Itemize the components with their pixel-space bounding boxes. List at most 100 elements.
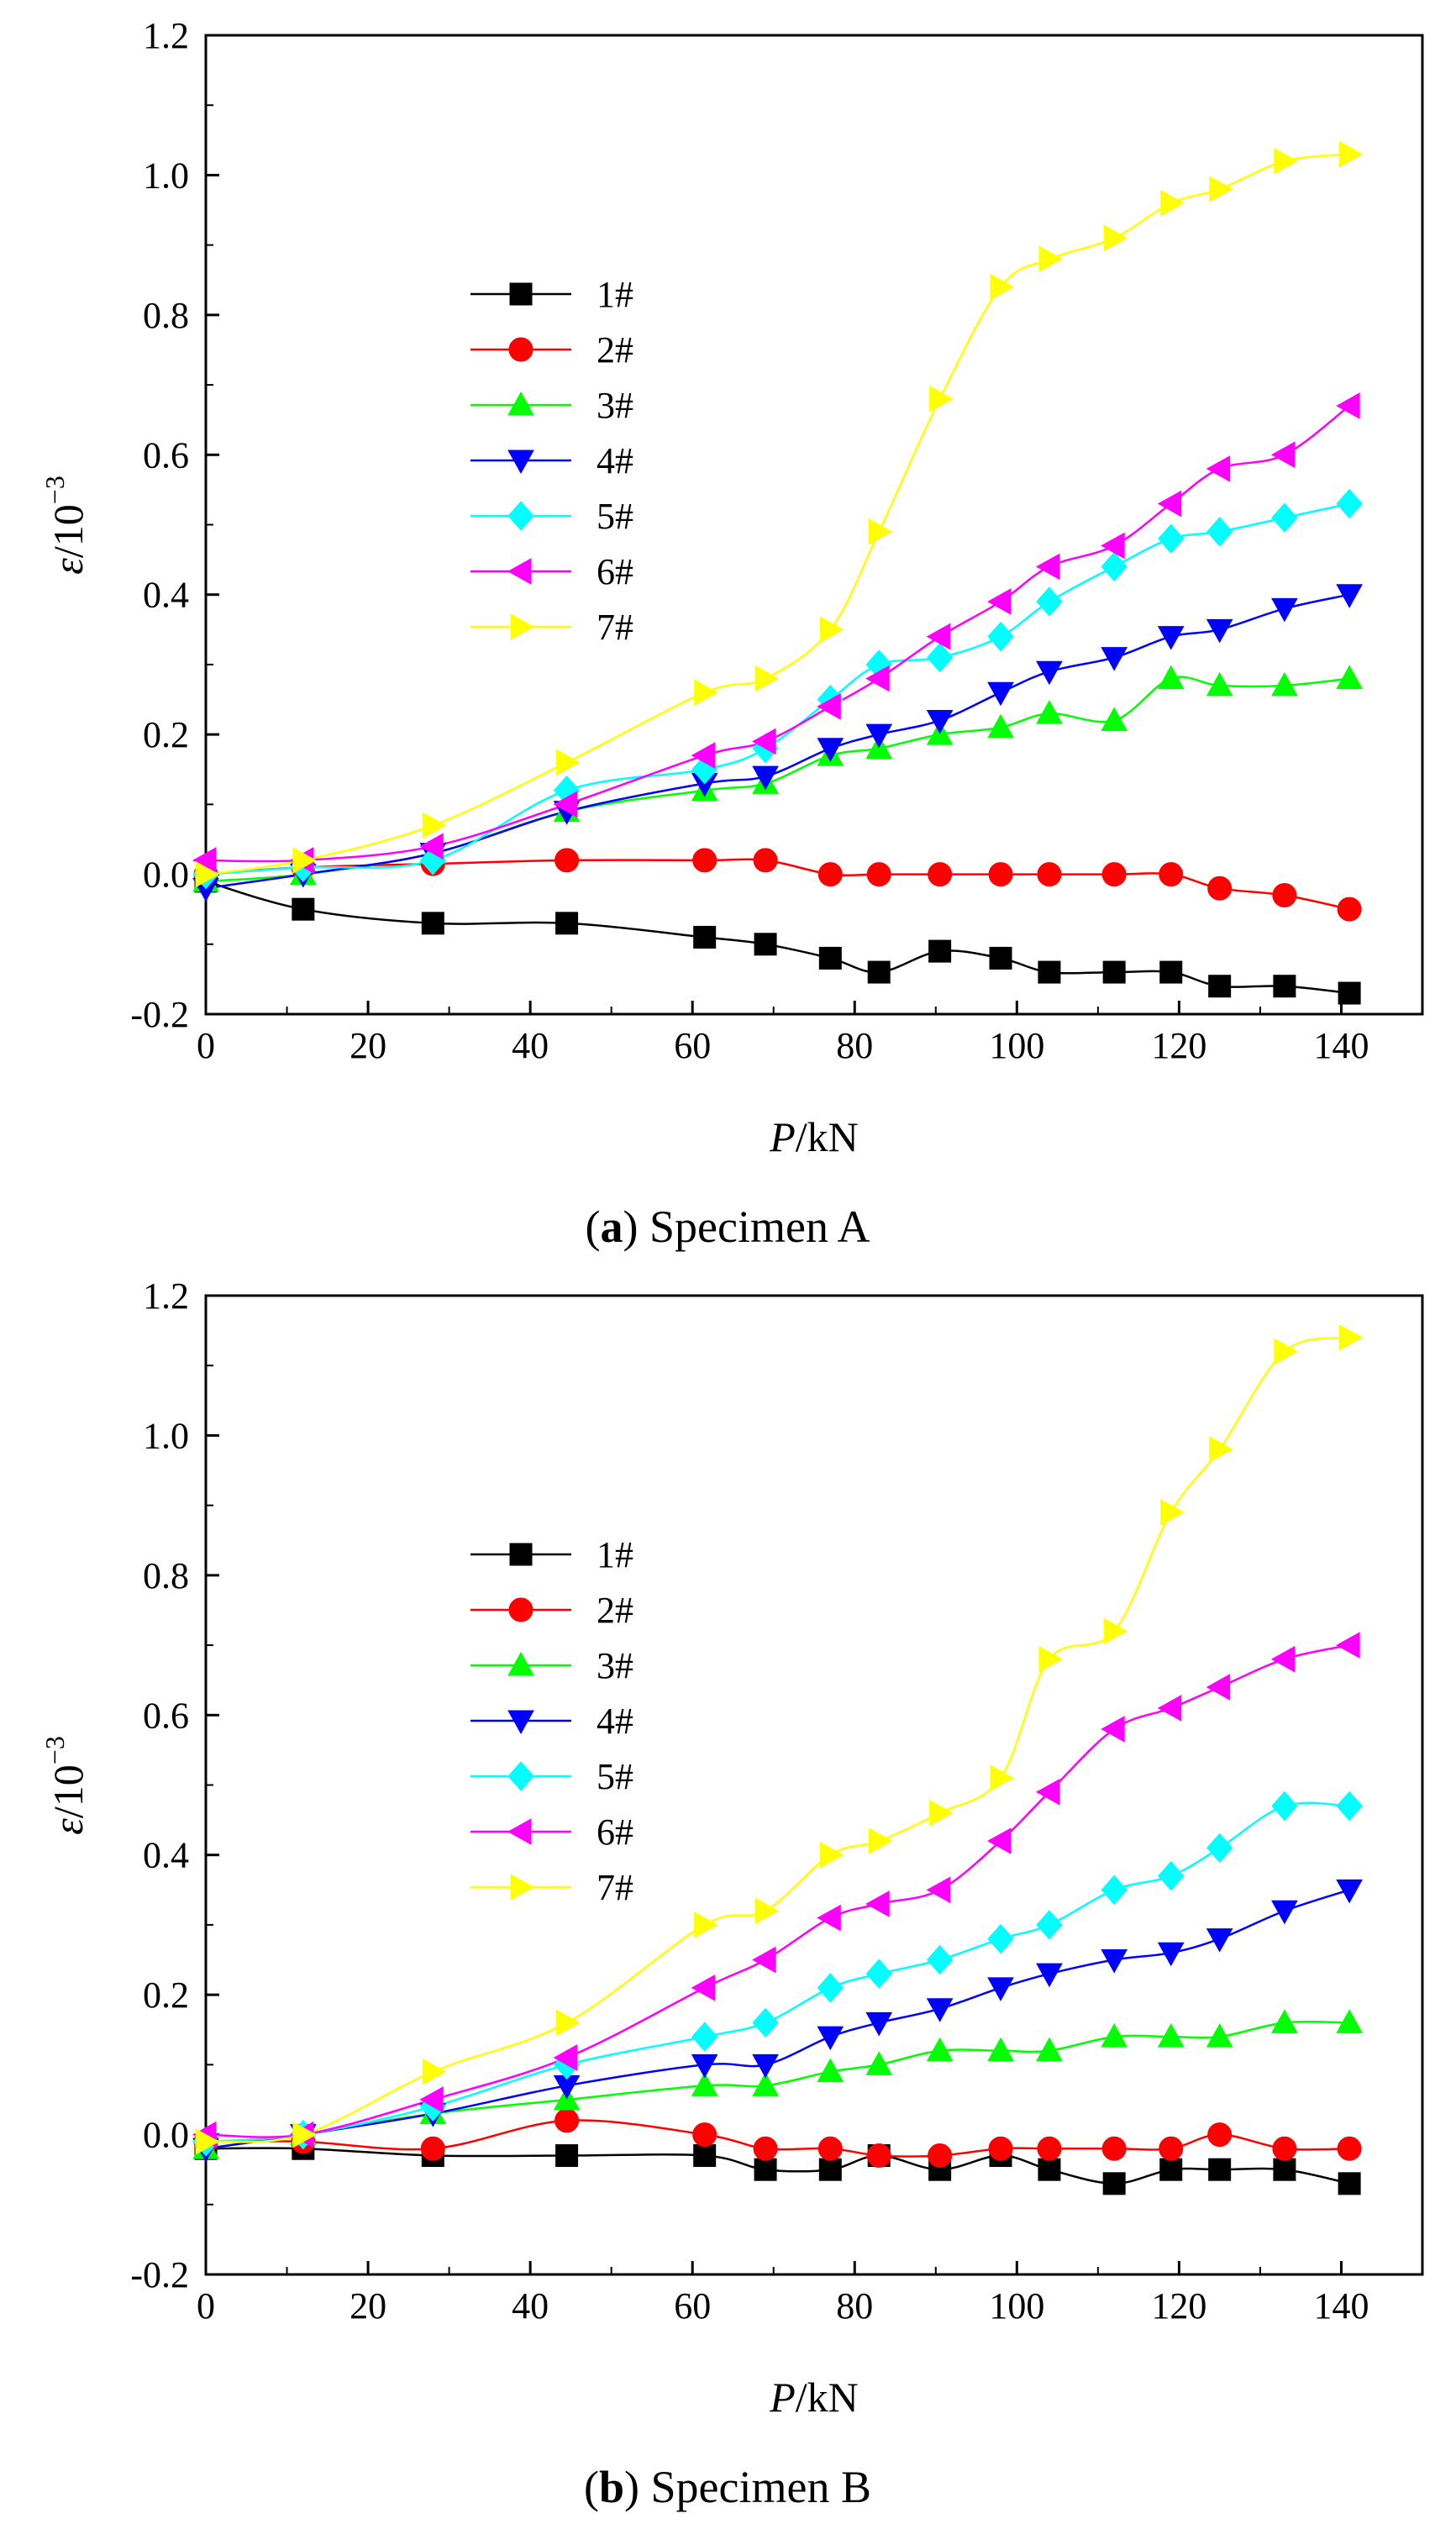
data-point	[1336, 1632, 1360, 1659]
data-point	[926, 1944, 954, 1975]
data-point	[817, 862, 843, 887]
data-point	[1101, 1716, 1125, 1743]
data-point	[692, 2122, 717, 2148]
series-markers-1	[194, 2137, 1361, 2195]
data-point	[1038, 1645, 1063, 1673]
x-tick-label: 60	[674, 1025, 711, 1066]
data-point	[1206, 618, 1233, 644]
y-tick-label: 0.2	[143, 1974, 189, 2016]
data-point	[1103, 1617, 1128, 1645]
data-point	[1103, 224, 1128, 252]
data-point	[987, 713, 1014, 739]
legend-entry-4: 4#	[470, 1701, 633, 1742]
series-lines	[205, 1336, 1350, 2185]
x-axis-title: P/kN	[769, 1113, 859, 1160]
legend-entry-6: 6#	[470, 1811, 633, 1853]
data-point	[1159, 2136, 1184, 2161]
data-point	[1271, 502, 1298, 533]
data-point	[752, 1946, 776, 1974]
plot-frame	[204, 1294, 1424, 2276]
data-point	[694, 679, 718, 707]
series-markers-5	[192, 1790, 1363, 2157]
data-point	[691, 2022, 718, 2052]
y-axis-unit: /10	[45, 504, 92, 558]
legend-marker	[508, 337, 534, 362]
legend-marker-shape	[508, 1597, 534, 1622]
data-point	[1208, 2158, 1232, 2181]
legend-marker-shape	[508, 337, 534, 362]
data-point	[988, 2136, 1013, 2161]
data-point	[1038, 245, 1063, 273]
legend-label: 4#	[597, 440, 633, 481]
legend-label: 3#	[597, 385, 633, 426]
x-axis-title: P/kN	[769, 2374, 859, 2421]
y-axis-title: ε/10−3	[39, 1736, 92, 1835]
data-point	[1158, 523, 1185, 554]
data-point	[752, 2072, 779, 2096]
data-point	[1270, 441, 1296, 469]
data-point	[865, 1959, 892, 1989]
legend-marker-shape	[509, 282, 533, 306]
data-point	[752, 728, 776, 755]
y-axis-exponent: −3	[39, 1736, 70, 1764]
legend: 1# 2# 3# 4# 5#	[470, 274, 633, 648]
legend-marker	[508, 1597, 534, 1622]
legend-label: 4#	[597, 1701, 633, 1742]
data-point	[988, 862, 1013, 887]
series-line-4	[205, 1889, 1350, 2150]
data-point	[865, 665, 890, 692]
caption-label: a	[601, 1202, 623, 1252]
data-point	[1273, 975, 1296, 998]
data-point	[1206, 1833, 1233, 1864]
data-point	[754, 665, 780, 692]
data-point	[195, 2128, 220, 2155]
legend-marker-shape	[507, 501, 534, 531]
legend-marker	[509, 1543, 533, 1566]
data-point	[1036, 1963, 1063, 1988]
y-tick-label: 1.2	[143, 1275, 189, 1317]
data-point	[1101, 2023, 1128, 2048]
data-point	[928, 862, 953, 887]
legend-marker	[510, 1874, 535, 1901]
data-point	[1337, 2136, 1362, 2161]
data-point	[817, 693, 841, 720]
legend-marker	[510, 613, 535, 640]
data-point	[691, 2053, 718, 2079]
data-point	[1101, 551, 1127, 582]
data-point	[754, 933, 777, 956]
data-point	[1159, 862, 1184, 887]
data-point	[867, 960, 891, 984]
legend-marker	[507, 558, 532, 585]
data-point	[819, 1841, 844, 1869]
legend-entry-5: 5#	[470, 496, 633, 537]
data-point	[1101, 707, 1128, 731]
panel-caption: (b) Specimen B	[584, 2462, 871, 2512]
legend-entry-6: 6#	[470, 551, 633, 592]
legend-entry-3: 3#	[470, 1645, 633, 1686]
data-point	[693, 2144, 717, 2168]
panel-caption: (a) Specimen A	[586, 1202, 870, 1252]
data-point	[926, 710, 954, 734]
data-point	[1157, 1695, 1182, 1722]
legend-entry-7: 7#	[470, 1867, 633, 1908]
data-point	[1160, 1499, 1185, 1526]
data-point	[1101, 2136, 1127, 2161]
data-point	[1274, 1338, 1298, 1365]
x-tick-label: 0	[197, 1025, 215, 1066]
data-point	[421, 912, 444, 935]
data-point	[691, 2072, 718, 2096]
data-point	[1206, 517, 1233, 547]
data-point	[1271, 671, 1298, 697]
data-point	[1206, 671, 1233, 697]
data-point	[292, 2121, 317, 2148]
legend-label: 1#	[597, 274, 633, 315]
x-tick-label: 20	[350, 2285, 386, 2327]
data-point	[553, 2044, 578, 2071]
data-point	[1035, 1778, 1060, 1806]
data-point	[1209, 176, 1233, 202]
data-point	[1036, 586, 1063, 617]
data-point	[987, 2037, 1014, 2062]
data-point	[753, 848, 778, 873]
y-tick-label: 0.8	[143, 295, 189, 336]
data-point	[818, 946, 842, 970]
